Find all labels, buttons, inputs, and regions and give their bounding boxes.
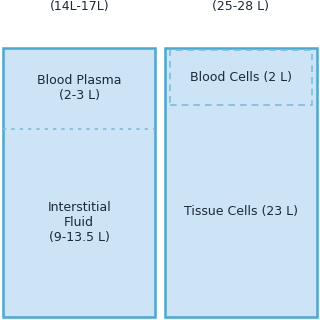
Bar [165,48,317,317]
Text: Blood Plasma
(2-3 L): Blood Plasma (2-3 L) [37,74,122,102]
Text: Tissue Cells (23 L): Tissue Cells (23 L) [184,205,298,219]
Bar [3,48,155,317]
Text: Extracellular Fluid
(14L-17L): Extracellular Fluid (14L-17L) [23,0,136,13]
Text: Blood Cells (2 L): Blood Cells (2 L) [190,71,292,84]
Bar [170,50,312,105]
Text: Interstitial
Fluid
(9-13.5 L): Interstitial Fluid (9-13.5 L) [47,201,111,244]
Text: Intracellular Fluid
(25-28 L): Intracellular Fluid (25-28 L) [186,0,295,13]
